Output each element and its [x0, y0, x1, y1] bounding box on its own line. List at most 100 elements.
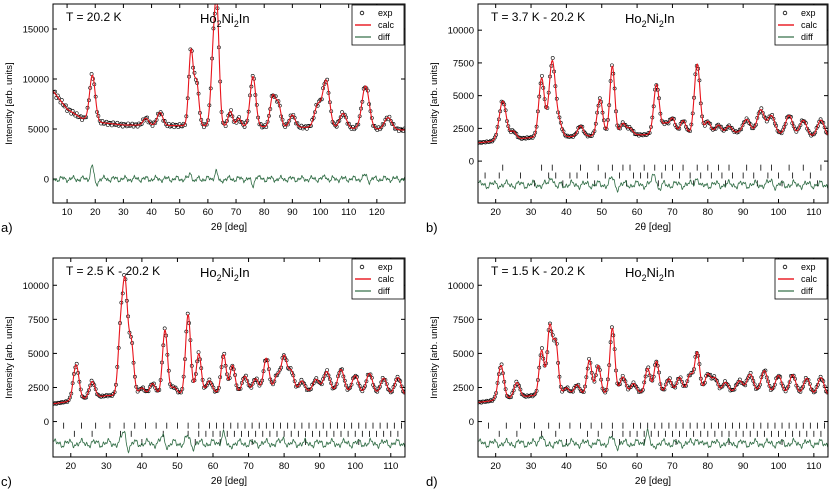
- y-tick-label: 2500: [453, 383, 474, 394]
- legend-exp-marker: [782, 10, 788, 16]
- exp-point: [375, 389, 380, 394]
- series-calc: [478, 322, 828, 404]
- y-tick-label: 10000: [448, 281, 474, 292]
- x-tick-label: 100: [347, 461, 363, 472]
- y-tick-label: 0: [44, 175, 49, 186]
- x-tick-label: 60: [208, 461, 219, 472]
- panel-d: 20 30 40 50 60 70 80 90 100 110 0 2500 5000 7500 10000…: [426, 257, 829, 489]
- x-tick-label: 40: [146, 207, 157, 218]
- x-tick-label: 40: [561, 207, 572, 218]
- series-diff: [478, 427, 828, 452]
- exp-point: [271, 382, 275, 387]
- panel-letter: d): [426, 474, 438, 489]
- exp-point: [531, 133, 536, 138]
- y-axis-label: Intensity [arb. units]: [429, 62, 440, 144]
- y-tick-label: 10000: [448, 26, 474, 37]
- legend: exp calc diff: [351, 4, 405, 46]
- legend-diff-label: diff: [801, 286, 813, 296]
- x-tick-label: 40: [137, 461, 148, 472]
- x-tick-label: 100: [771, 207, 787, 218]
- plot-frame: [52, 257, 406, 458]
- x-tick-label: 30: [118, 207, 129, 218]
- x-tick-label: 50: [596, 461, 607, 472]
- x-tick-label: 50: [172, 461, 183, 472]
- x-tick-label: 110: [806, 461, 821, 472]
- x-tick-label: 70: [667, 207, 678, 218]
- legend-exp-label: exp: [801, 262, 816, 272]
- x-tick-label: 80: [703, 461, 714, 472]
- exp-point: [200, 122, 205, 126]
- exp-point: [82, 115, 87, 120]
- exp-point: [348, 385, 353, 390]
- y-tick-label: 7500: [453, 315, 474, 326]
- exp-point: [654, 83, 659, 88]
- exp-point: [196, 350, 201, 355]
- exp-point: [179, 124, 183, 129]
- exp-point: [394, 126, 399, 131]
- legend-exp-label: exp: [378, 262, 393, 272]
- x-tick-label: 20: [490, 207, 501, 218]
- legend-calc-label: calc: [801, 274, 818, 284]
- y-tick-label: 15000: [23, 25, 49, 36]
- compound-label: Ho2Ni2In: [200, 11, 250, 29]
- plot-area: [53, 4, 405, 189]
- x-tick-label: 60: [632, 461, 643, 472]
- series-diff: [53, 428, 405, 454]
- x-tick-label: 70: [243, 461, 254, 472]
- y-tick-label: 5000: [28, 349, 49, 360]
- y-tick-label: 2500: [453, 124, 474, 135]
- series-calc: [53, 4, 405, 131]
- exp-point: [680, 119, 684, 124]
- legend-diff-label: diff: [378, 32, 390, 42]
- exp-point: [771, 385, 776, 390]
- y-tick-label: 2500: [28, 383, 49, 394]
- legend: exp calc diff: [774, 258, 828, 300]
- x-tick-label: 90: [738, 207, 749, 218]
- x-tick-label: 90: [738, 461, 749, 472]
- panel-b: 20 30 40 50 60 70 80 90 100 110 0 2500 5000 7500 10000…: [426, 3, 829, 235]
- y-tick-label: 0: [44, 417, 49, 428]
- x-tick-label: 60: [203, 207, 214, 218]
- exp-point: [230, 363, 235, 368]
- x-tick-label: 70: [667, 461, 678, 472]
- series-diff: [53, 164, 405, 189]
- panel-a: 10 20 30 40 50 60 70 80 90 100 110 120 0 5000 10000 150…: [1, 3, 406, 235]
- x-tick-label: 110: [806, 207, 821, 218]
- series-diff: [478, 173, 828, 194]
- x-tick-label: 40: [561, 461, 572, 472]
- exp-point: [360, 389, 365, 394]
- panel-c: 20 30 40 50 60 70 80 90 100 110 0 2500 5000 7500 10000…: [1, 257, 406, 489]
- compound-label: Ho2Ni2In: [625, 11, 675, 29]
- plot-area: [53, 273, 405, 454]
- x-tick-label: 20: [490, 461, 501, 472]
- y-axis-label: Intensity [arb. units]: [429, 316, 440, 398]
- x-tick-label: 100: [313, 207, 329, 218]
- exp-point: [690, 370, 695, 375]
- compound-label: Ho2Ni2In: [200, 265, 250, 283]
- exp-point: [133, 122, 137, 127]
- plot-area: [478, 56, 828, 194]
- y-axis-label: Intensity [arb. units]: [4, 62, 15, 144]
- legend-calc-label: calc: [378, 274, 395, 284]
- y-tick-label: 10000: [23, 281, 49, 292]
- x-axis-label: 2θ [deg]: [211, 476, 247, 487]
- temperature-label: T = 2.5 K - 20.2 K: [66, 264, 160, 278]
- x-tick-label: 30: [526, 207, 537, 218]
- y-tick-label: 0: [469, 157, 474, 168]
- exp-point: [215, 388, 220, 393]
- x-tick-label: 50: [596, 207, 607, 218]
- y-tick-label: 5000: [28, 125, 49, 136]
- x-tick-label: 70: [231, 207, 242, 218]
- y-tick-label: 5000: [453, 349, 474, 360]
- x-tick-label: 110: [383, 461, 398, 472]
- x-tick-label: 20: [65, 461, 76, 472]
- exp-point: [798, 389, 803, 394]
- temperature-label: T = 1.5 K - 20.2 K: [491, 264, 585, 278]
- legend-calc-label: calc: [801, 20, 818, 30]
- x-tick-label: 80: [279, 461, 290, 472]
- plot-frame: [52, 3, 406, 204]
- exp-point: [781, 128, 785, 132]
- legend-exp-marker: [359, 264, 365, 270]
- exp-point: [550, 56, 555, 60]
- temperature-label: T = 3.7 K - 20.2 K: [491, 10, 585, 24]
